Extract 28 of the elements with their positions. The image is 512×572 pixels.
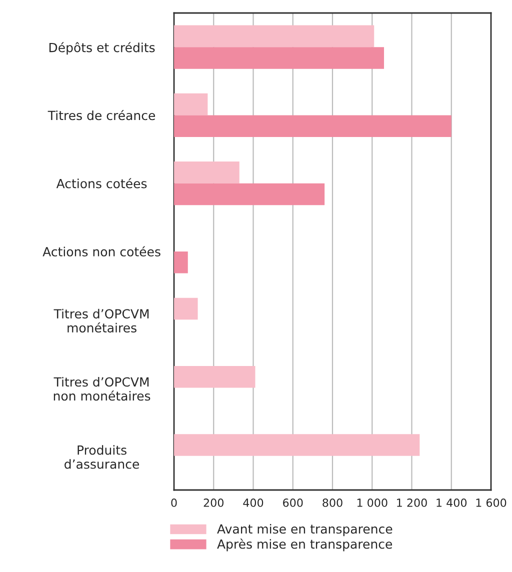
bar (174, 47, 384, 69)
bar (174, 366, 256, 388)
bar (174, 298, 198, 320)
y-tick-label: Actions non cotées (42, 246, 160, 256)
bar (174, 115, 452, 138)
x-tick-label: 1 200 (397, 498, 427, 507)
x-tick-label: 1 600 (476, 498, 506, 507)
bar (174, 93, 208, 116)
x-tick-label: 200 (204, 498, 224, 507)
bar (174, 434, 420, 456)
x-tick-label: 600 (283, 498, 303, 507)
y-tick-label: Produits d’assurance (64, 445, 140, 469)
y-tick-label: Dépôts et crédits (49, 42, 155, 55)
x-tick-label: 400 (243, 498, 264, 507)
bar (174, 162, 240, 184)
x-tick-label: 800 (322, 498, 342, 507)
legend-label: Avant mise en transparence (217, 524, 392, 536)
x-tick-label: 1 000 (357, 498, 388, 507)
bar (174, 25, 374, 48)
x-tick-label: 1 400 (436, 498, 467, 507)
legend-label: Après mise en transparence (217, 538, 392, 552)
bar (174, 183, 325, 206)
y-tick-label: Titres d’OPCVM monétaires (54, 308, 149, 333)
y-tick-label: Titres de créance (48, 110, 156, 120)
x-tick-label: 0 (171, 498, 177, 507)
y-tick-label: Titres d’OPCVM non monétaires (54, 376, 150, 401)
y-tick-label: Actions cotées (56, 178, 147, 188)
bar (174, 252, 188, 274)
